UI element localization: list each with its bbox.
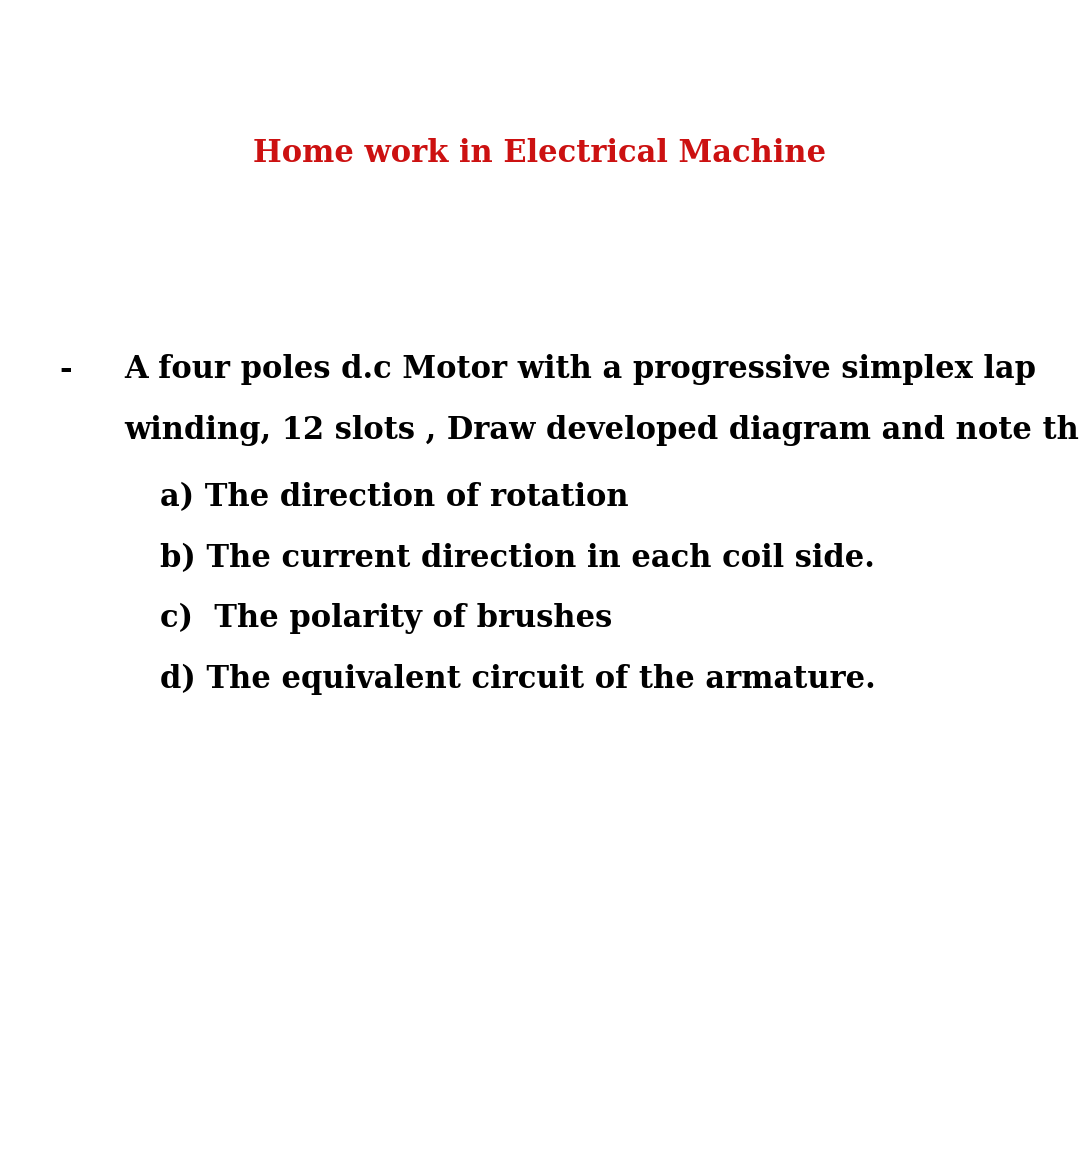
Text: d) The equivalent circuit of the armature.: d) The equivalent circuit of the armatur… — [160, 664, 876, 694]
Text: c)  The polarity of brushes: c) The polarity of brushes — [160, 604, 612, 634]
Text: b) The current direction in each coil side.: b) The current direction in each coil si… — [160, 543, 875, 573]
Text: winding, 12 slots , Draw developed diagram and note the :: winding, 12 slots , Draw developed diagr… — [124, 415, 1080, 445]
Text: a) The direction of rotation: a) The direction of rotation — [160, 483, 629, 513]
Text: -: - — [59, 355, 72, 385]
Text: Home work in Electrical Machine: Home work in Electrical Machine — [254, 138, 826, 169]
Text: A four poles d.c Motor with a progressive simplex lap: A four poles d.c Motor with a progressiv… — [124, 355, 1036, 385]
